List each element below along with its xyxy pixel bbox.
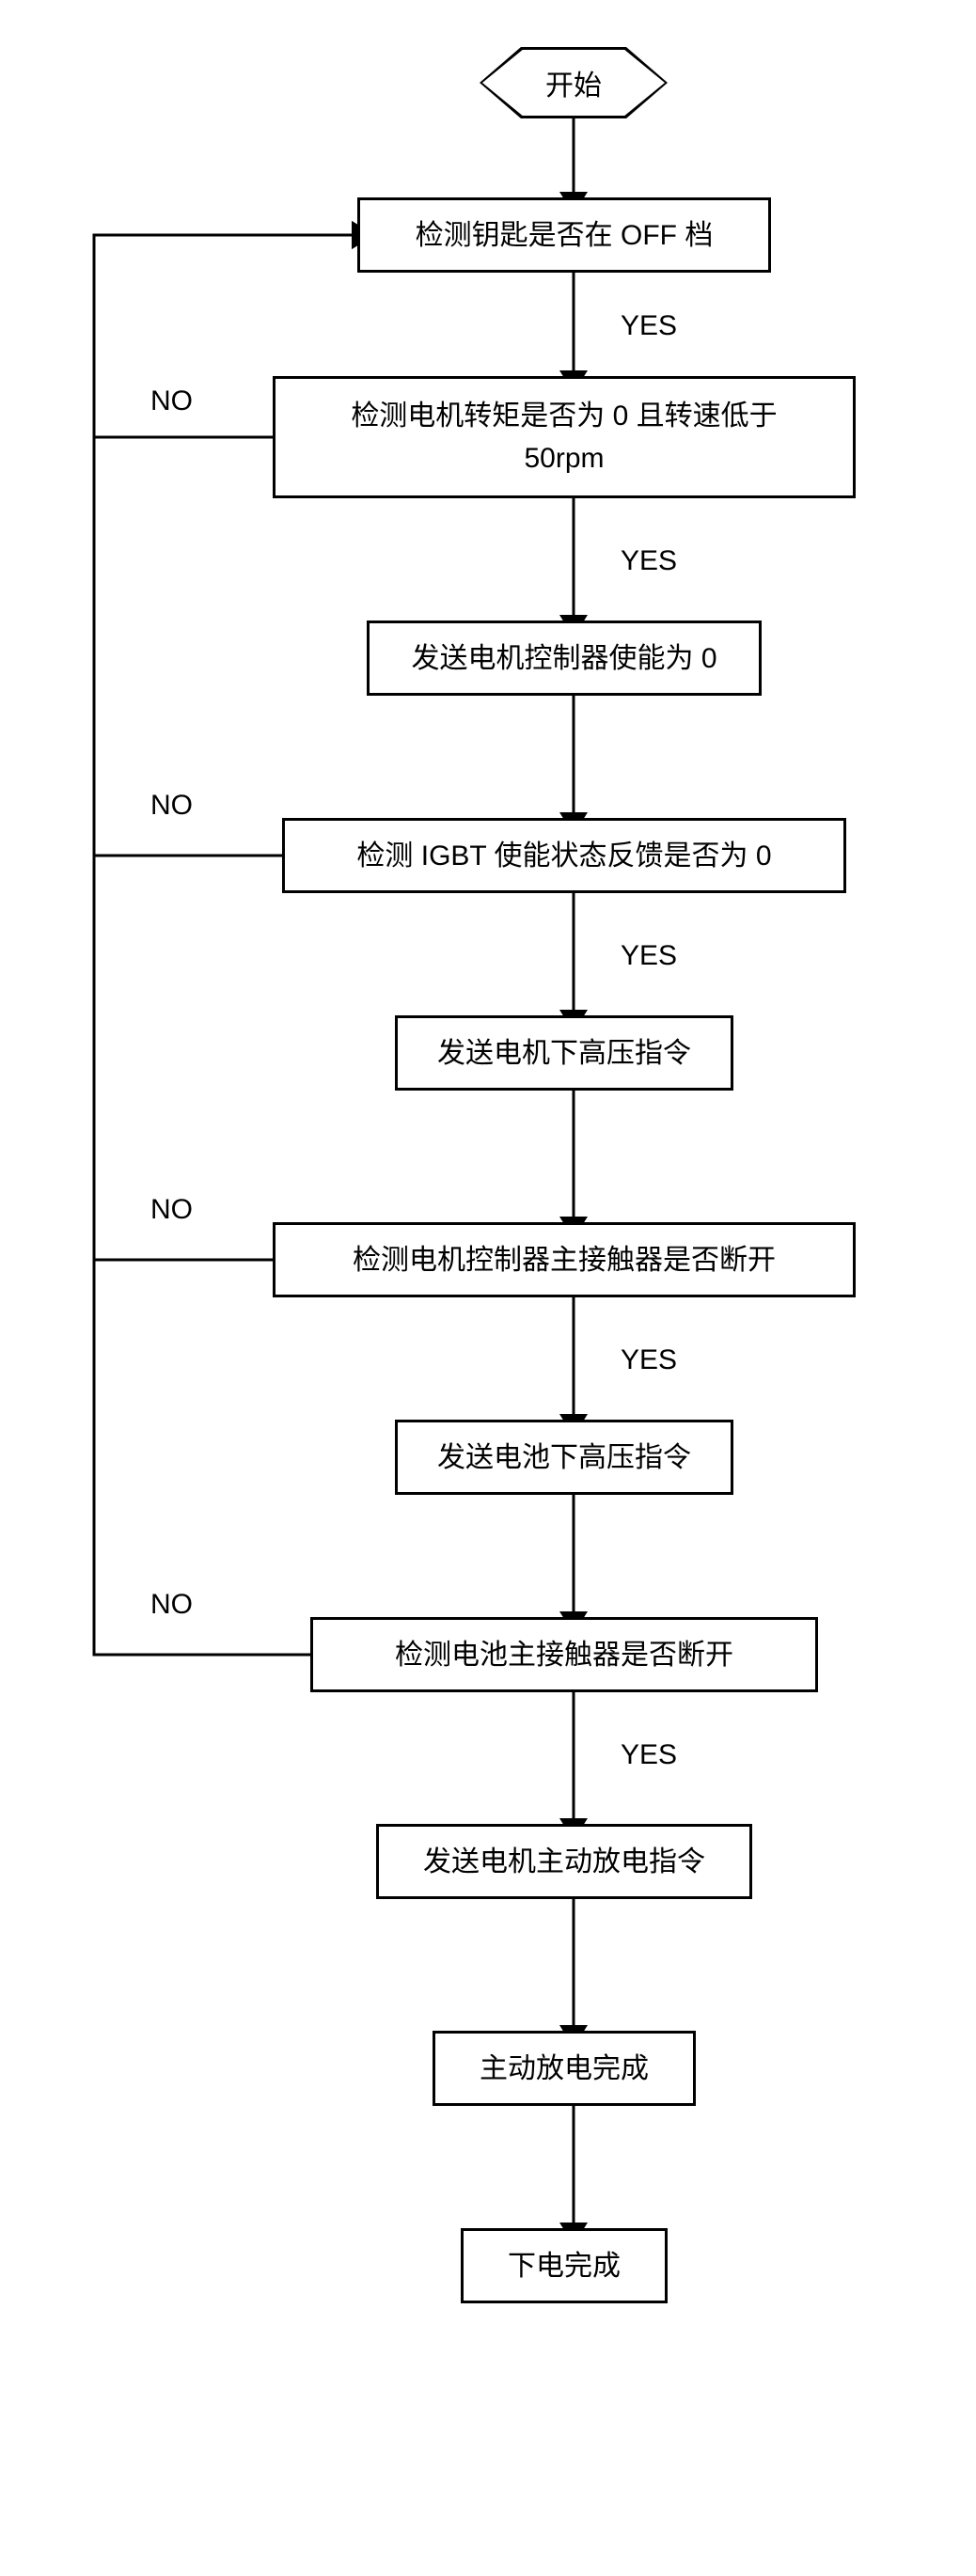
node-text-n9: 发送电机主动放电指令 [423, 1841, 705, 1883]
node-n6: 检测电机控制器主接触器是否断开 [273, 1222, 856, 1297]
edge-label-yes-2: YES [621, 545, 677, 577]
node-text-n2: 检测电机转矩是否为 0 且转速低于 50rpm [351, 395, 777, 479]
node-n8: 检测电池主接触器是否断开 [310, 1617, 818, 1692]
edge-label-no-14: NO [150, 1589, 193, 1621]
edge-label-no-11: NO [150, 385, 193, 417]
node-text-n3: 发送电机控制器使能为 0 [411, 637, 716, 680]
edge-label-yes-1: YES [621, 310, 677, 342]
edge-n4-n1 [94, 235, 357, 856]
edge-label-yes-6: YES [621, 1344, 677, 1376]
node-n4: 检测 IGBT 使能状态反馈是否为 0 [282, 818, 846, 893]
node-text-n4: 检测 IGBT 使能状态反馈是否为 0 [356, 835, 771, 877]
node-n2: 检测电机转矩是否为 0 且转速低于 50rpm [273, 376, 856, 498]
node-n3: 发送电机控制器使能为 0 [367, 620, 762, 696]
node-start: 开始 [480, 47, 668, 118]
node-n5: 发送电机下高压指令 [395, 1015, 733, 1091]
node-n1: 检测钥匙是否在 OFF 档 [357, 197, 771, 273]
edge-label-yes-4: YES [621, 940, 677, 972]
flowchart-container: YESYESYESYESYESNONONONO开始检测钥匙是否在 OFF 档检测… [19, 38, 959, 2538]
node-text-n8: 检测电池主接触器是否断开 [395, 1634, 733, 1676]
node-text-n5: 发送电机下高压指令 [437, 1032, 691, 1075]
node-n9: 发送电机主动放电指令 [376, 1824, 752, 1899]
node-text-n1: 检测钥匙是否在 OFF 档 [416, 214, 714, 257]
node-n10: 主动放电完成 [433, 2031, 696, 2106]
node-text-n10: 主动放电完成 [480, 2048, 649, 2090]
node-end: 下电完成 [461, 2228, 668, 2303]
edge-label-yes-8: YES [621, 1739, 677, 1771]
edge-label-no-13: NO [150, 1194, 193, 1226]
node-n7: 发送电池下高压指令 [395, 1420, 733, 1495]
node-text-n7: 发送电池下高压指令 [437, 1437, 691, 1479]
node-text-end: 下电完成 [508, 2245, 621, 2287]
edge-label-no-12: NO [150, 790, 193, 822]
node-text-n6: 检测电机控制器主接触器是否断开 [353, 1239, 776, 1281]
